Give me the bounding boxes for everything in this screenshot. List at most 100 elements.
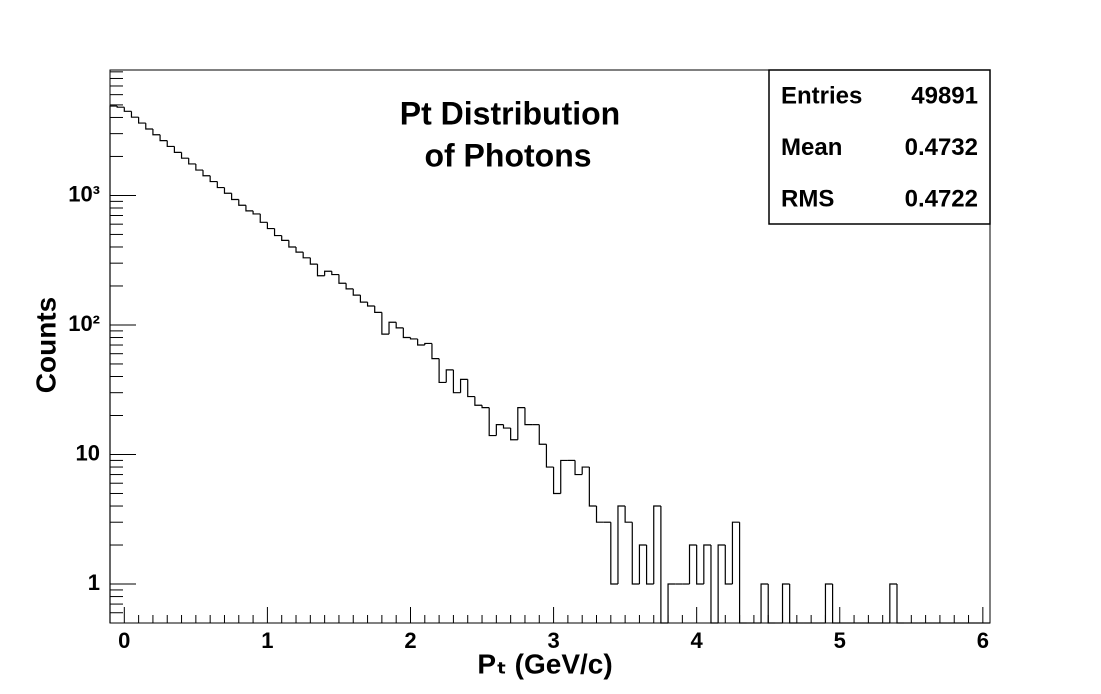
histogram-bin (316, 264, 325, 277)
x-tick-label: 6 (977, 628, 989, 653)
histogram-bin (731, 521, 740, 585)
histogram-bin (152, 128, 161, 136)
histogram-bin (381, 312, 390, 335)
histogram-bin (338, 274, 347, 284)
histogram-bin (417, 338, 425, 346)
histogram-bin (481, 405, 490, 409)
histogram-bin (345, 283, 354, 290)
histogram-bin (824, 583, 833, 623)
stats-value: 0.4722 (905, 185, 978, 212)
histogram-bin (588, 467, 597, 507)
histogram-bin (724, 545, 733, 585)
histogram-bin (524, 407, 533, 426)
histogram-bin (459, 378, 468, 393)
histogram-bin (216, 181, 225, 189)
histogram-bin (624, 506, 633, 523)
histogram-bin (467, 379, 475, 398)
y-tick-label: 10³ (68, 181, 100, 206)
histogram-bin (431, 343, 440, 360)
histogram-bin (717, 544, 726, 623)
histogram-bin (281, 235, 289, 241)
x-tick-label: 5 (834, 628, 846, 653)
x-tick-label: 0 (118, 628, 130, 653)
histogram-bin (488, 407, 497, 437)
y-tick-label: 1 (88, 570, 100, 595)
histogram-bin (789, 584, 797, 624)
histogram-bin (324, 270, 332, 276)
histogram-bin (660, 506, 669, 624)
histogram-bin (238, 199, 246, 206)
histogram-bin (402, 327, 411, 339)
stats-value: 49891 (911, 82, 978, 109)
histogram-bin (388, 321, 397, 335)
histogram-bin (703, 544, 711, 585)
y-tick-label: 10² (68, 311, 100, 336)
histogram-bin (495, 424, 504, 436)
histogram-bin (617, 505, 626, 585)
histogram-bin (424, 342, 432, 346)
histogram-bin (538, 424, 547, 445)
histogram-bin (273, 228, 282, 237)
histogram-bin (245, 205, 254, 212)
histogram-bin (138, 117, 146, 124)
histogram-bin (581, 466, 590, 475)
histogram-bin (288, 240, 297, 248)
histogram-bin (252, 210, 261, 215)
histogram-bin (302, 252, 311, 259)
histogram-bin (452, 369, 461, 394)
histogram-bin (545, 444, 554, 468)
histogram-bin (331, 271, 339, 276)
y-tick-label: 10 (76, 440, 100, 465)
histogram-bin (166, 140, 175, 148)
histogram-bin (645, 545, 654, 585)
x-tick-label: 4 (691, 628, 704, 653)
histogram-bin (832, 584, 840, 624)
histogram-bin (502, 424, 511, 429)
histogram-bin (231, 193, 239, 201)
title-line: Pt Distribution (400, 95, 620, 131)
histogram-bin (352, 288, 361, 296)
histogram-bin (574, 460, 583, 476)
y-axis-label: Counts (30, 297, 61, 393)
histogram-bin (366, 302, 375, 307)
title-line: of Photons (424, 137, 591, 173)
histogram-bin (696, 545, 704, 585)
histogram-bin (667, 583, 676, 623)
histogram-bin (710, 545, 719, 624)
histogram-bin (510, 428, 518, 441)
histogram-bin (552, 467, 561, 495)
x-tick-label: 2 (404, 628, 416, 653)
histogram-bin (688, 544, 697, 585)
histogram-bin (560, 459, 568, 494)
histogram-bin (889, 583, 897, 623)
histogram-bin (445, 369, 454, 383)
histogram-bin (180, 152, 189, 159)
histogram-bin (123, 107, 132, 112)
histogram-bin (202, 170, 211, 177)
histogram-bin (896, 584, 905, 624)
histogram-bin (188, 158, 196, 165)
histogram-bin (767, 584, 776, 624)
histogram-bin (395, 322, 404, 329)
histogram-bin (223, 187, 232, 194)
histogram-bin (595, 506, 604, 523)
histogram-bin (309, 257, 318, 265)
stats-label: RMS (781, 185, 834, 212)
histogram-bin (517, 407, 525, 440)
x-tick-label: 1 (261, 628, 273, 653)
stats-label: Mean (781, 134, 842, 161)
stats-value: 0.4732 (905, 134, 978, 161)
histogram-bin (738, 522, 747, 624)
histogram-bin (195, 163, 204, 171)
histogram-bin (209, 175, 218, 183)
histogram-bin (359, 295, 368, 303)
x-tick-label: 3 (547, 628, 559, 653)
histogram-bin (295, 246, 304, 253)
histogram-bin (374, 306, 382, 314)
histogram-bin (610, 522, 618, 585)
stats-label: Entries (781, 82, 862, 109)
histogram-bin (259, 213, 268, 223)
histogram-bin (116, 106, 125, 108)
histogram-bin (173, 146, 182, 153)
histogram-bin (145, 123, 153, 130)
